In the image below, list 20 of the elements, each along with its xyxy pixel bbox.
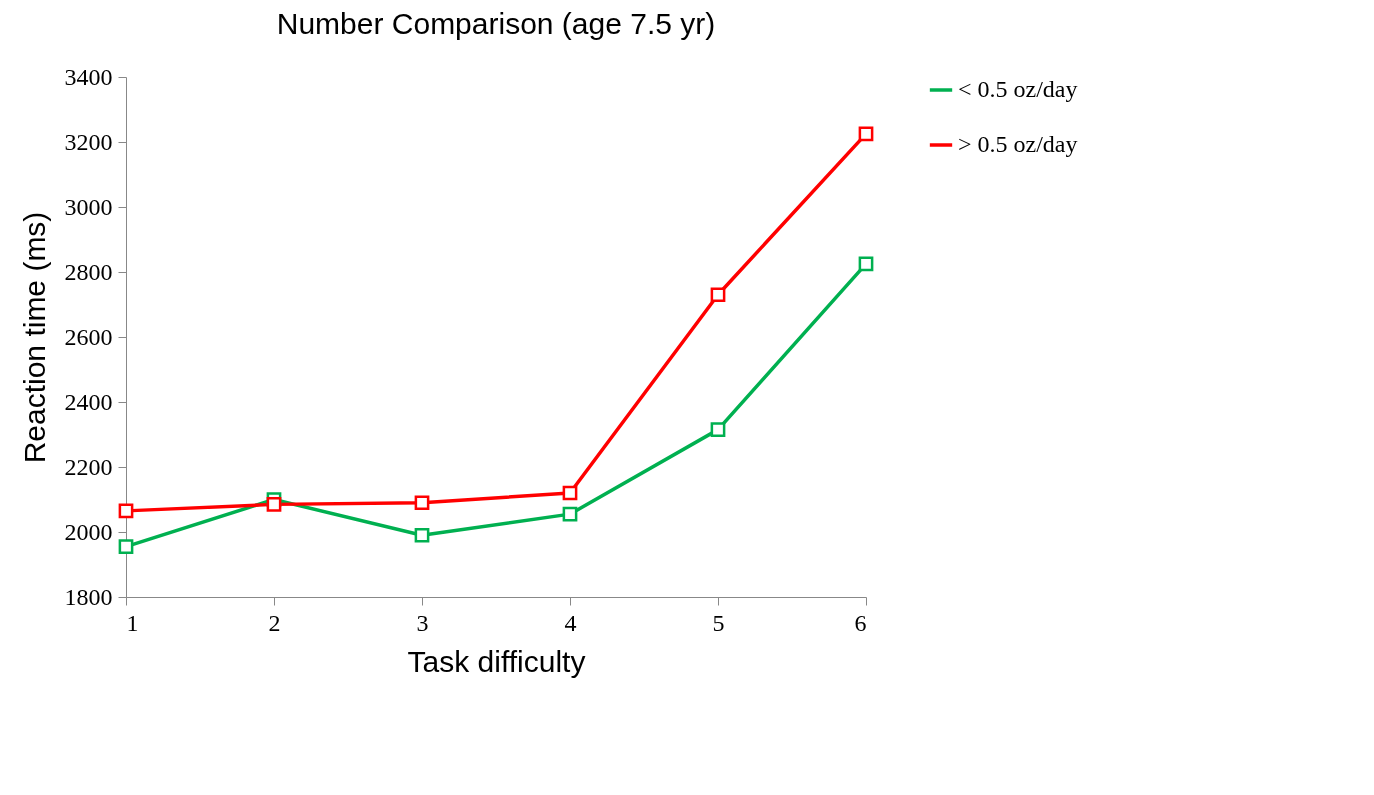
legend-label: > 0.5 oz/day — [958, 131, 1078, 157]
x-tick-label: 1 — [126, 609, 139, 636]
y-tick-label: 3400 — [64, 63, 113, 90]
x-tick-label: 2 — [268, 609, 281, 636]
x-tick-label: 6 — [854, 609, 867, 636]
x-tick-label: 3 — [416, 609, 429, 636]
y-tick-label: 1800 — [64, 583, 113, 610]
y-tick-label: 2800 — [64, 258, 113, 285]
x-tick-label: 4 — [564, 609, 577, 636]
x-axis-title: Task difficulty — [407, 644, 586, 678]
x-tick-label: 5 — [712, 609, 725, 636]
y-tick-label: 2600 — [64, 323, 113, 350]
y-axis-title: Reaction time (ms) — [17, 211, 51, 464]
y-tick-label: 2400 — [64, 388, 113, 415]
y-tick-label: 2000 — [64, 518, 113, 545]
y-tick-label: 3000 — [64, 193, 113, 220]
chart-title: Number Comparison (age 7.5 yr) — [276, 7, 716, 40]
legend-label: < 0.5 oz/day — [958, 76, 1078, 102]
y-tick-label: 3200 — [64, 128, 113, 155]
y-tick-label: 2200 — [64, 453, 113, 480]
